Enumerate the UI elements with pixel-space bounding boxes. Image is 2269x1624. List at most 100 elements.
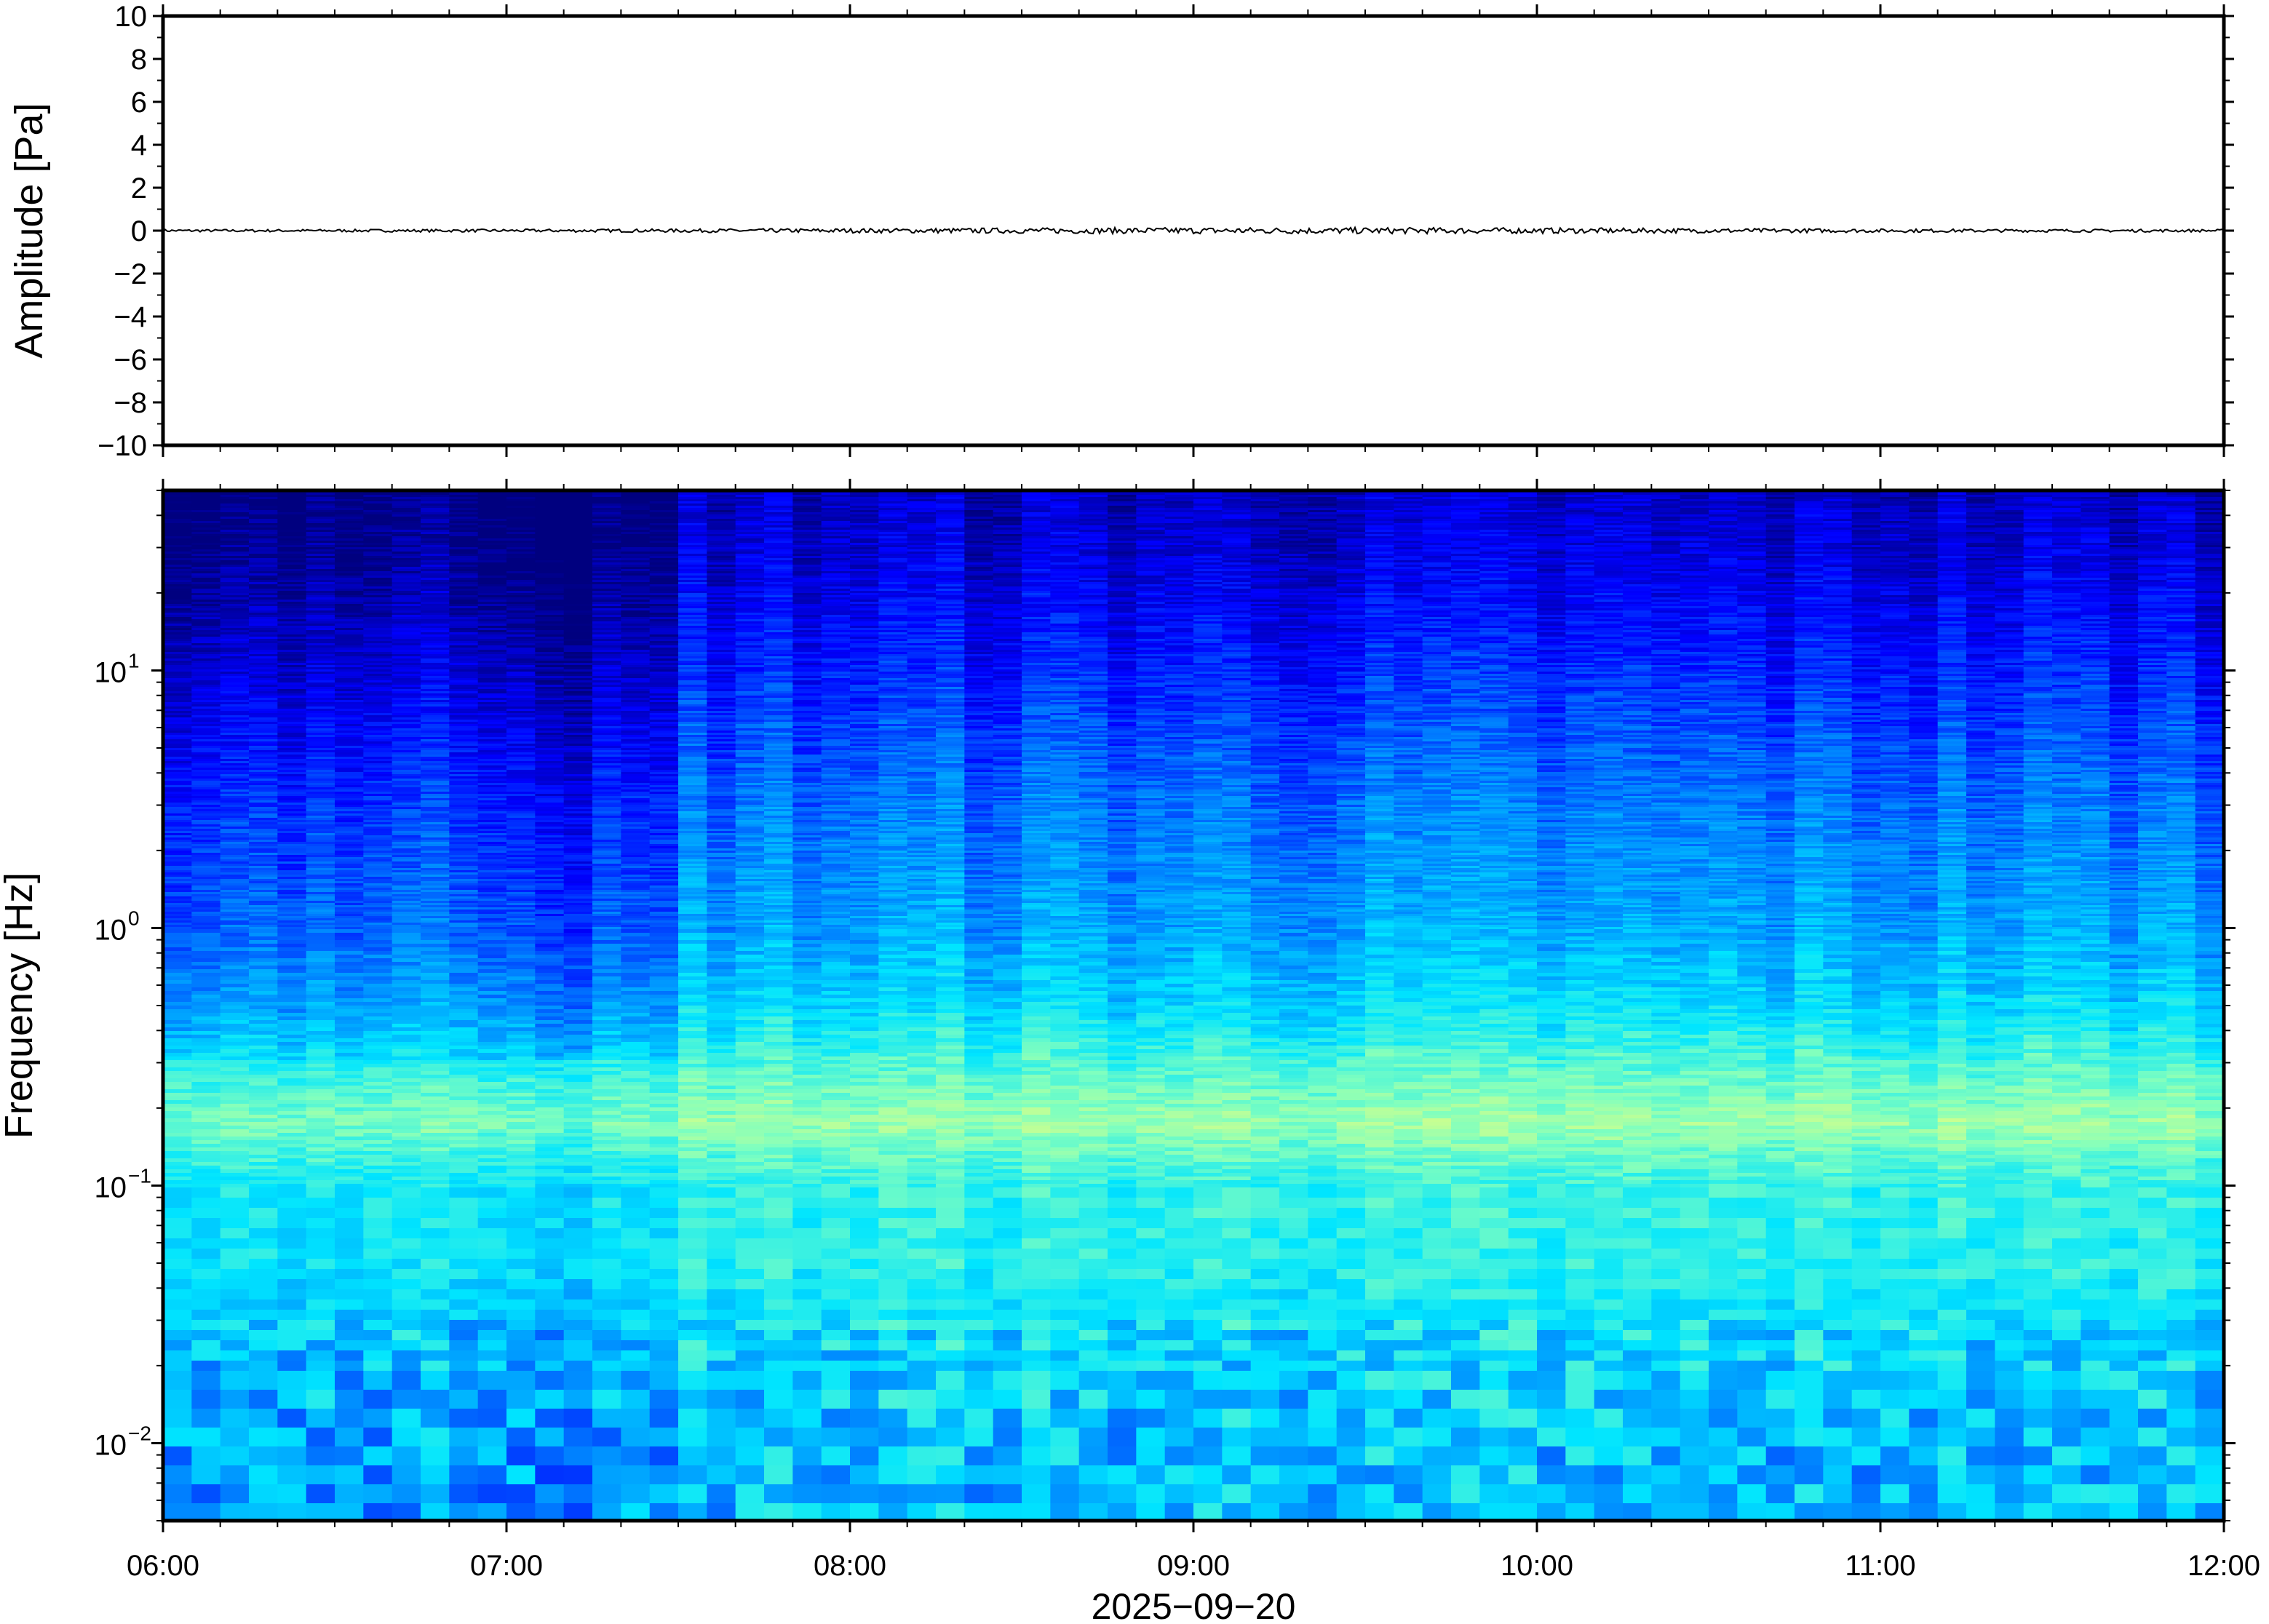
spectrogram-cell <box>1651 519 1681 522</box>
spectrogram-cell <box>477 597 507 600</box>
spectrogram-cell <box>1336 506 1366 509</box>
spectrogram-cell <box>1422 586 1452 589</box>
spectrogram-cell <box>1651 593 1681 596</box>
spectrogram-cell <box>2081 580 2110 583</box>
spectrogram-cell <box>477 600 507 602</box>
spectrogram-cell <box>792 530 822 533</box>
spectrogram-cell <box>993 501 1022 504</box>
spectrogram-cell <box>1451 530 1480 533</box>
spectrogram-cell <box>735 589 765 592</box>
spectrogram-cell <box>792 562 822 565</box>
spectrogram-cell <box>1823 497 1853 500</box>
spectrogram-cell <box>764 538 793 541</box>
spectrogram-cell <box>1937 558 1967 561</box>
spectrogram-cell <box>592 556 621 559</box>
spectrogram-cell <box>1136 497 1166 500</box>
spectrogram-cell <box>649 558 679 561</box>
spectrogram-cell <box>1222 523 1252 526</box>
spectrogram-cell <box>249 554 278 557</box>
spectrogram-cell <box>764 541 793 544</box>
spectrogram-cell <box>1336 532 1366 535</box>
spectrogram-cell <box>506 519 536 522</box>
spectrogram-cell <box>2052 506 2081 509</box>
spectrogram-cell <box>621 562 651 565</box>
spectrogram-cell <box>1680 595 1709 598</box>
spectrogram-cell <box>1078 530 1108 533</box>
spectrogram-cell <box>563 519 593 522</box>
spectrogram-cell <box>220 547 250 550</box>
spectrogram-cell <box>1623 591 1652 594</box>
spectrogram-cell <box>220 541 250 544</box>
spectrogram-cell <box>735 580 765 583</box>
spectrogram-cell <box>792 512 822 515</box>
spectrogram-cell <box>1222 584 1252 587</box>
spectrogram-cell <box>1737 523 1767 526</box>
spectrogram-cell <box>1308 556 1338 559</box>
spectrogram-cell <box>1680 578 1709 581</box>
spectrogram-cell <box>2081 595 2110 598</box>
spectrogram-cell <box>878 578 908 581</box>
spectrogram-cell <box>2023 578 2053 581</box>
spectrogram-cell <box>1279 562 1308 565</box>
spectrogram-cell <box>506 525 536 528</box>
spectrogram-cell <box>792 593 822 596</box>
spectrogram-cell <box>1966 508 1995 511</box>
spectrogram-cell <box>335 499 364 502</box>
spectrogram-cell <box>1508 503 1538 506</box>
spectrogram-cell <box>1937 503 1967 506</box>
spectrogram-cell <box>449 508 479 511</box>
spectrogram-cell <box>1995 562 2024 565</box>
spectrogram-cell <box>1394 595 1423 598</box>
spectrogram-cell <box>2023 547 2053 550</box>
spectrogram-cell <box>191 597 221 600</box>
spectrogram-cell <box>764 493 793 495</box>
spectrogram-cell <box>735 495 765 498</box>
spectrogram-cell <box>1851 506 1881 509</box>
spectrogram-cell <box>1709 584 1738 587</box>
spectrogram-cell <box>2052 600 2081 602</box>
spectrogram-cell <box>1594 584 1624 587</box>
spectrogram-cell <box>1108 567 1137 570</box>
spectrogram-cell <box>1565 578 1595 581</box>
amplitude-y-tick-label: −4 <box>114 301 147 333</box>
spectrogram-cell <box>1336 528 1366 530</box>
spectrogram-cell <box>1966 571 1995 574</box>
spectrogram-cell <box>1565 591 1595 594</box>
spectrogram-cell <box>1422 497 1452 500</box>
spectrogram-cell <box>1565 506 1595 509</box>
spectrogram-cell <box>1623 589 1652 592</box>
spectrogram-cell <box>1995 545 2024 548</box>
spectrogram-cell <box>506 560 536 563</box>
spectrogram-cell <box>850 541 879 544</box>
spectrogram-cell <box>936 586 965 589</box>
spectrogram-cell <box>621 573 651 576</box>
spectrogram-cell <box>1594 582 1624 585</box>
spectrogram-cell <box>1680 499 1709 502</box>
spectrogram-cell <box>964 549 994 552</box>
spectrogram-cell <box>1451 512 1480 515</box>
spectrogram-cell <box>678 508 707 511</box>
spectrogram-cell <box>1880 525 1910 528</box>
spectrogram-cell <box>764 499 793 502</box>
spectrogram-cell <box>2166 595 2196 598</box>
spectrogram-cell <box>936 517 965 520</box>
spectrogram-cell <box>1394 528 1423 530</box>
spectrogram-cell <box>821 514 851 517</box>
spectrogram-cell <box>2195 565 2224 568</box>
spectrogram-cell <box>1479 554 1509 557</box>
spectrogram-cell <box>1164 591 1194 594</box>
spectrogram-cell <box>1108 571 1137 574</box>
spectrogram-cell <box>1651 499 1681 502</box>
spectrogram-cell <box>1995 556 2024 559</box>
spectrogram-cell <box>392 493 421 495</box>
spectrogram-cell <box>1479 556 1509 559</box>
spectrogram-cell <box>936 602 965 605</box>
spectrogram-cell <box>1108 547 1137 550</box>
spectrogram-cell <box>1909 532 1939 535</box>
spectrogram-cell <box>1022 586 1051 589</box>
spectrogram-cell <box>1537 547 1566 550</box>
spectrogram-cell <box>220 595 250 598</box>
spectrogram-cell <box>506 571 536 574</box>
spectrogram-cell <box>1680 580 1709 583</box>
spectrogram-cell <box>621 597 651 600</box>
